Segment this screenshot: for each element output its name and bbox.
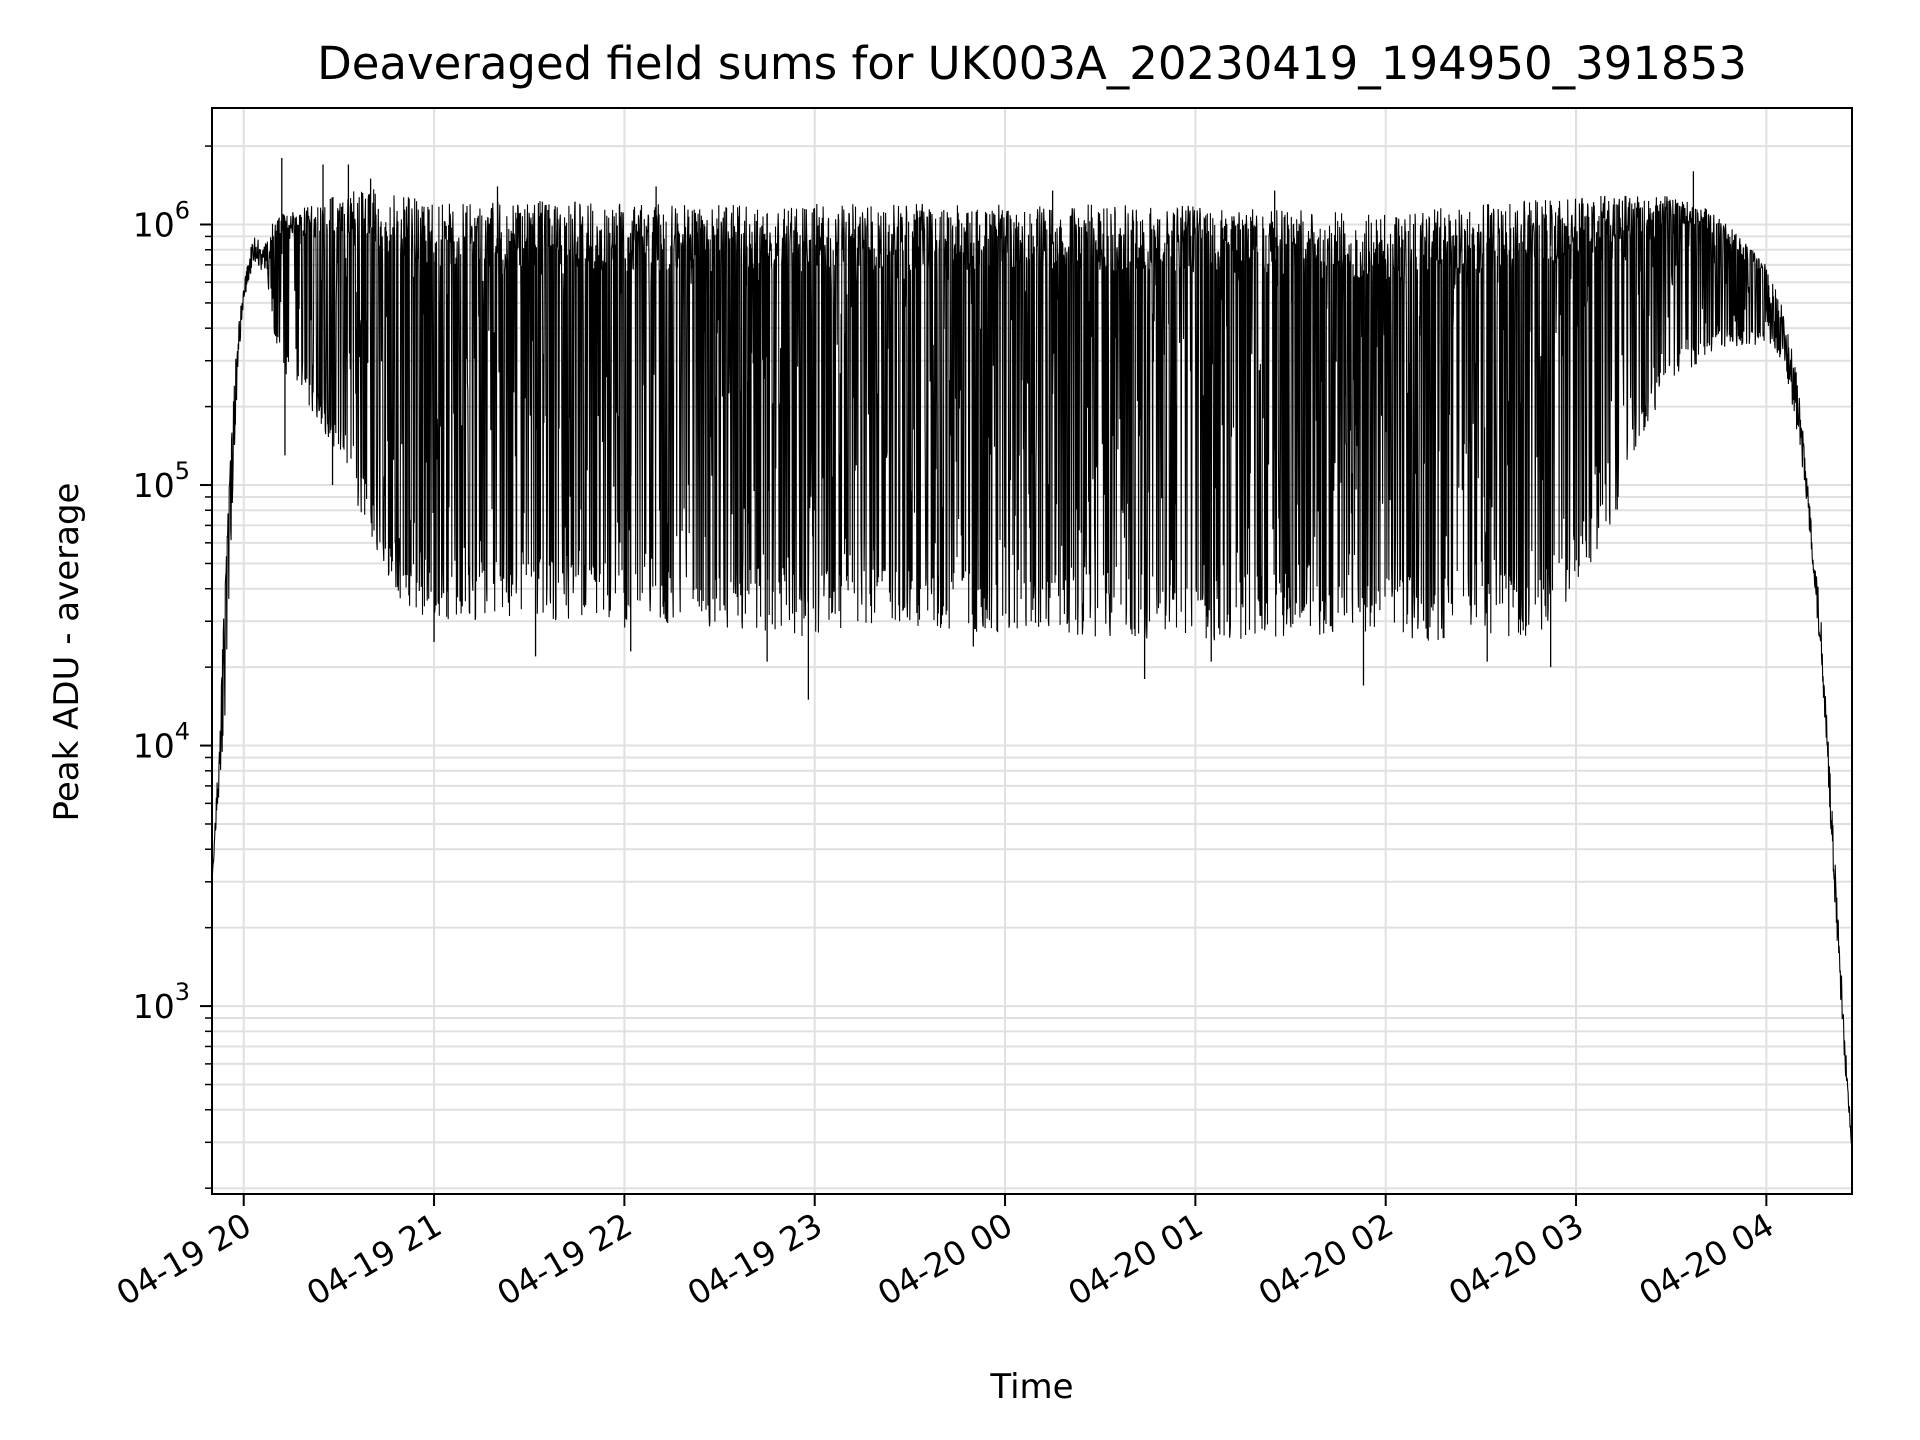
y-tick-label: 104 bbox=[133, 718, 190, 766]
x-tick-label: 04-19 20 bbox=[110, 1205, 258, 1313]
x-tick-label: 04-20 04 bbox=[1632, 1205, 1780, 1313]
chart-title: Deaveraged field sums for UK003A_2023041… bbox=[317, 37, 1747, 90]
x-tick-label: 04-19 23 bbox=[681, 1205, 829, 1313]
x-tick-label: 04-20 01 bbox=[1061, 1205, 1209, 1313]
y-axis: 103 104 105 106 bbox=[133, 145, 212, 1189]
y-axis-label: Peak ADU - average bbox=[47, 483, 87, 822]
series-line bbox=[211, 157, 1853, 1151]
series-path bbox=[211, 189, 1853, 1151]
x-axis-label: Time bbox=[989, 1367, 1073, 1407]
x-axis: 04-19 20 04-19 21 04-19 22 04-19 23 04-20 00… bbox=[110, 1194, 1780, 1313]
x-tick-label: 04-19 22 bbox=[490, 1205, 638, 1313]
x-tick-label: 04-20 02 bbox=[1252, 1205, 1400, 1313]
plot-frame bbox=[211, 107, 1853, 1195]
y-tick-label: 105 bbox=[133, 457, 190, 505]
y-tick-label: 103 bbox=[133, 978, 190, 1026]
y-tick-label: 106 bbox=[133, 196, 190, 244]
x-tick-label: 04-19 21 bbox=[300, 1205, 448, 1313]
x-tick-label: 04-20 00 bbox=[871, 1205, 1019, 1313]
x-tick-label: 04-20 03 bbox=[1442, 1205, 1590, 1313]
